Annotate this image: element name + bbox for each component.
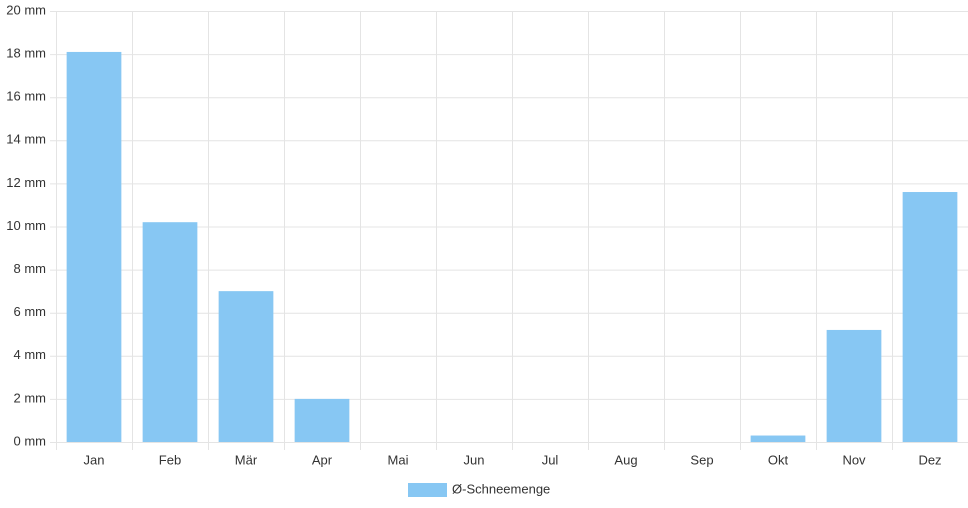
legend-label: Ø-Schneemenge [452,481,550,496]
x-tick-label: Okt [768,452,789,467]
y-tick-label: 20 mm [6,2,46,17]
x-tick-label: Feb [159,452,181,467]
x-tick-label: Jul [542,452,559,467]
x-tick-label: Dez [918,452,941,467]
y-tick-label: 16 mm [6,89,46,104]
y-tick-label: 6 mm [14,304,47,319]
bar [902,192,958,442]
y-tick-label: 18 mm [6,46,46,61]
bar [826,329,882,442]
y-tick-label: 8 mm [14,261,47,276]
bar [142,222,198,442]
x-tick-label: Jan [84,452,105,467]
bar [66,51,122,442]
x-tick-label: Apr [312,452,333,467]
legend-swatch [408,483,447,497]
x-tick-label: Mär [235,452,258,467]
bar [294,398,350,442]
bar [218,291,274,442]
bar [750,435,806,442]
y-tick-label: 14 mm [6,132,46,147]
x-tick-label: Sep [690,452,713,467]
x-tick-label: Aug [614,452,637,467]
y-tick-label: 12 mm [6,175,46,190]
y-tick-label: 4 mm [14,347,47,362]
x-tick-label: Mai [388,452,409,467]
x-tick-label: Jun [464,452,485,467]
y-tick-label: 10 mm [6,218,46,233]
y-tick-label: 0 mm [14,433,47,448]
y-tick-label: 2 mm [14,390,47,405]
x-tick-label: Nov [842,452,866,467]
